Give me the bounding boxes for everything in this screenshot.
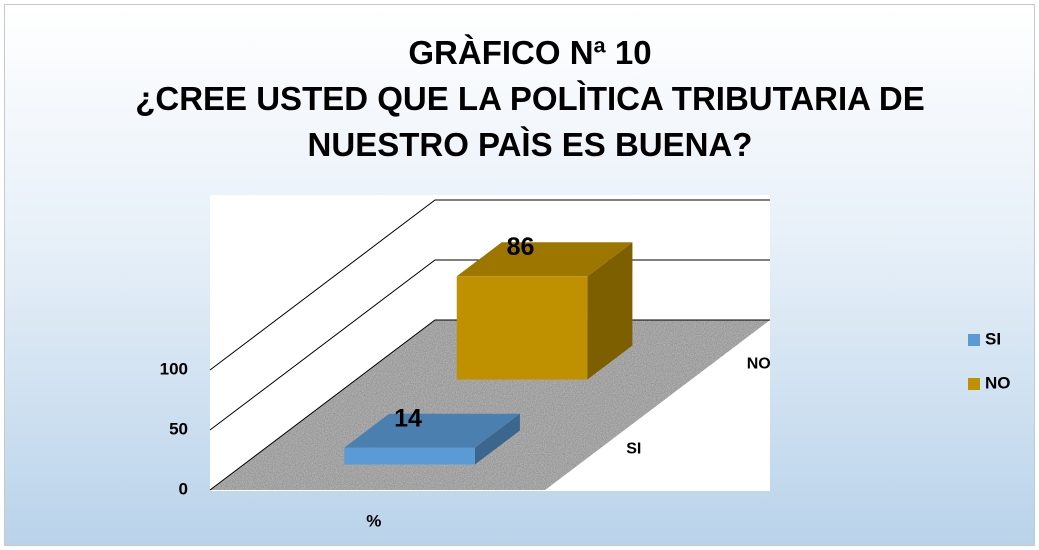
y-tick-label: 50 <box>169 419 188 438</box>
bar-side <box>587 242 633 380</box>
depth-axis-label: SI <box>626 441 641 458</box>
legend-swatch <box>968 334 980 346</box>
data-label: 14 <box>394 404 422 432</box>
y-tick-label: 100 <box>160 359 188 378</box>
grid-line <box>209 199 770 371</box>
chart-subtitle: ¿CREE USTED QUE LA POLÌTICA TRIBUTARIA D… <box>135 80 925 163</box>
bar-top <box>344 413 520 448</box>
legend-swatch <box>968 378 980 390</box>
bar-top <box>456 242 633 277</box>
legend-label: SI <box>985 329 1001 348</box>
depth-axis-label: NO <box>747 356 771 373</box>
bar-side <box>474 413 520 465</box>
bar-front <box>456 276 588 380</box>
x-tick-label: % <box>366 511 381 530</box>
legend-label: NO <box>985 373 1011 392</box>
bar-front <box>344 447 475 465</box>
data-label: 86 <box>507 233 535 261</box>
grid-line <box>209 319 770 491</box>
y-tick-label: 0 <box>179 479 188 498</box>
titles: GRÀFICO Nª 10 ¿CREE USTED QUE LA POLÌTIC… <box>120 30 940 168</box>
chart-title: GRÀFICO Nª 10 <box>408 34 652 71</box>
grid-line <box>209 259 770 431</box>
